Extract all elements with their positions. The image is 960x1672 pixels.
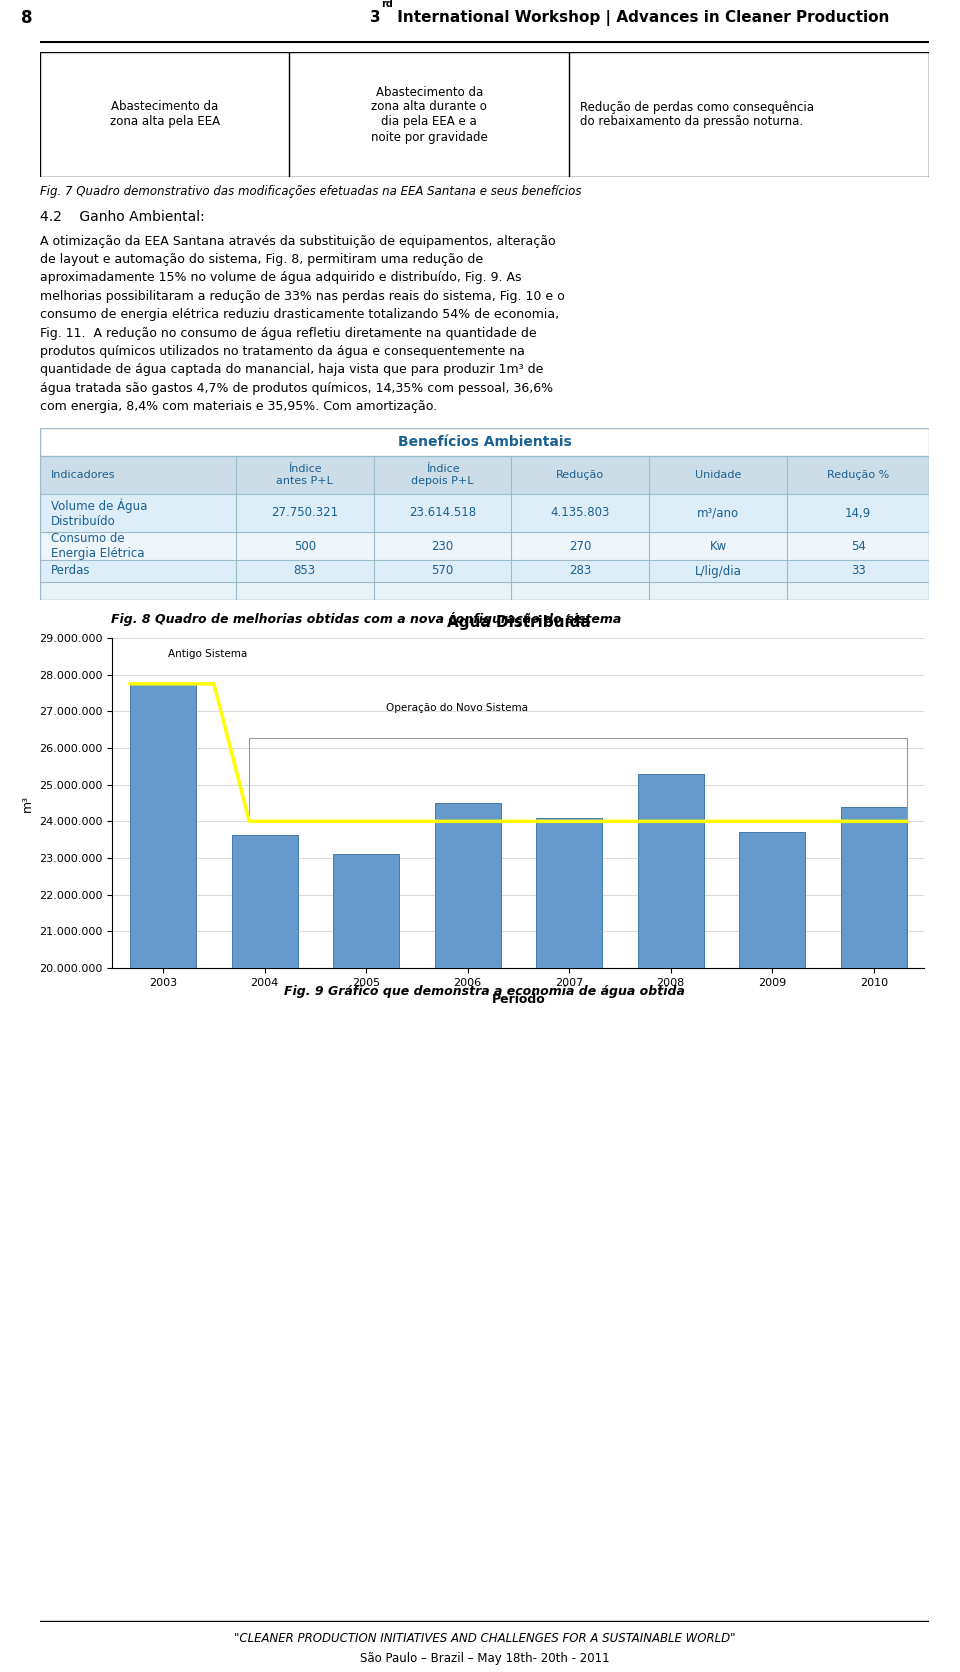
Text: São Paulo – Brazil – May 18th- 20th - 2011: São Paulo – Brazil – May 18th- 20th - 20… (360, 1652, 610, 1665)
Text: Consumo de
Energia Elétrica: Consumo de Energia Elétrica (51, 532, 145, 560)
Text: produtos químicos utilizados no tratamento da água e consequentemente na: produtos químicos utilizados no tratamen… (40, 344, 525, 358)
Text: Fig. 9 Gráfico que demonstra a economia de água obtida: Fig. 9 Gráfico que demonstra a economia … (284, 985, 685, 998)
X-axis label: Período: Período (492, 993, 545, 1007)
Text: com energia, 8,4% com materiais e 35,95%. Com amortização.: com energia, 8,4% com materiais e 35,95%… (40, 400, 438, 413)
Text: 500: 500 (294, 540, 316, 552)
Text: 230: 230 (431, 540, 454, 552)
Bar (40, 493, 929, 532)
Text: 23.614.518: 23.614.518 (409, 507, 476, 520)
Bar (739, 833, 805, 1672)
Text: 3: 3 (370, 10, 380, 25)
Text: m³/ano: m³/ano (697, 507, 739, 520)
Text: 270: 270 (569, 540, 591, 552)
Text: melhorias possibilitaram a redução de 33% nas perdas reais do sistema, Fig. 10 e: melhorias possibilitaram a redução de 33… (40, 289, 565, 303)
Title: Água Distribuída: Água Distribuída (446, 612, 590, 630)
Text: Unidade: Unidade (695, 470, 741, 480)
Text: Redução: Redução (556, 470, 605, 480)
Bar (231, 836, 298, 1672)
Text: de layout e automação do sistema, Fig. 8, permitiram uma redução de: de layout e automação do sistema, Fig. 8… (40, 252, 484, 266)
Text: 33: 33 (851, 565, 866, 577)
Text: água tratada são gastos 4,7% de produtos químicos, 14,35% com pessoal, 36,6%: água tratada são gastos 4,7% de produtos… (40, 381, 554, 395)
Text: Operação do Novo Sistema: Operação do Novo Sistema (387, 702, 528, 712)
Bar (333, 854, 399, 1672)
Bar (537, 818, 602, 1672)
Text: Fig. 8 Quadro de melhorias obtidas com a nova configuração do sistema: Fig. 8 Quadro de melhorias obtidas com a… (111, 612, 622, 625)
Text: Fig. 7 Quadro demonstrativo das modificações efetuadas na EEA Santana e seus ben: Fig. 7 Quadro demonstrativo das modifica… (40, 186, 582, 199)
Bar (435, 803, 500, 1672)
Text: Antigo Sistema: Antigo Sistema (168, 649, 248, 659)
Text: 283: 283 (569, 565, 591, 577)
Text: 54: 54 (851, 540, 866, 552)
Text: International Workshop | Advances in Cleaner Production: International Workshop | Advances in Cle… (392, 10, 889, 27)
Text: Redução %: Redução % (827, 470, 889, 480)
Text: 8: 8 (21, 8, 33, 27)
Bar (40, 560, 929, 582)
Text: Benefícios Ambientais: Benefícios Ambientais (398, 435, 571, 450)
Bar (637, 774, 704, 1672)
Text: Perdas: Perdas (51, 565, 90, 577)
Text: 4.2    Ganho Ambiental:: 4.2 Ganho Ambiental: (40, 211, 205, 224)
Text: A otimização da EEA Santana através da substituição de equipamentos, alteração: A otimização da EEA Santana através da s… (40, 234, 556, 247)
Text: "CLEANER PRODUCTION INITIATIVES AND CHALLENGES FOR A SUSTAINABLE WORLD": "CLEANER PRODUCTION INITIATIVES AND CHAL… (234, 1632, 735, 1645)
Bar (841, 806, 906, 1672)
Text: Abastecimento da
zona alta pela EEA: Abastecimento da zona alta pela EEA (109, 100, 220, 129)
Text: Fig. 11.  A redução no consumo de água refletiu diretamente na quantidade de: Fig. 11. A redução no consumo de água re… (40, 326, 537, 339)
Text: Índice
antes P+L: Índice antes P+L (276, 465, 333, 487)
Text: 4.135.803: 4.135.803 (551, 507, 610, 520)
Text: rd: rd (381, 0, 393, 8)
Bar (40, 582, 929, 600)
Text: Índice
depois P+L: Índice depois P+L (411, 465, 474, 487)
Text: 853: 853 (294, 565, 316, 577)
Y-axis label: m³: m³ (20, 794, 34, 811)
Text: Abastecimento da
zona alta durante o
dia pela EEA e a
noite por gravidade: Abastecimento da zona alta durante o dia… (371, 85, 488, 144)
Text: aproximadamente 15% no volume de água adquirido e distribuído, Fig. 9. As: aproximadamente 15% no volume de água ad… (40, 271, 522, 284)
Text: Volume de Água
Distribuído: Volume de Água Distribuído (51, 498, 148, 528)
Text: consumo de energia elétrica reduziu drasticamente totalizando 54% de economia,: consumo de energia elétrica reduziu dras… (40, 308, 560, 321)
Bar (40, 532, 929, 560)
Text: 14,9: 14,9 (845, 507, 872, 520)
Bar (40, 456, 929, 493)
Text: Indicadores: Indicadores (51, 470, 115, 480)
Text: quantidade de água captada do manancial, haja vista que para produzir 1m³ de: quantidade de água captada do manancial,… (40, 363, 543, 376)
Bar (40, 428, 929, 456)
Bar (131, 684, 196, 1672)
Text: Kw: Kw (709, 540, 727, 552)
Bar (250, 737, 907, 821)
Text: Redução de perdas como consequência
do rebaixamento da pressão noturna.: Redução de perdas como consequência do r… (580, 100, 814, 129)
Text: L/lig/dia: L/lig/dia (695, 565, 741, 577)
Text: 570: 570 (431, 565, 454, 577)
Text: 27.750.321: 27.750.321 (272, 507, 338, 520)
